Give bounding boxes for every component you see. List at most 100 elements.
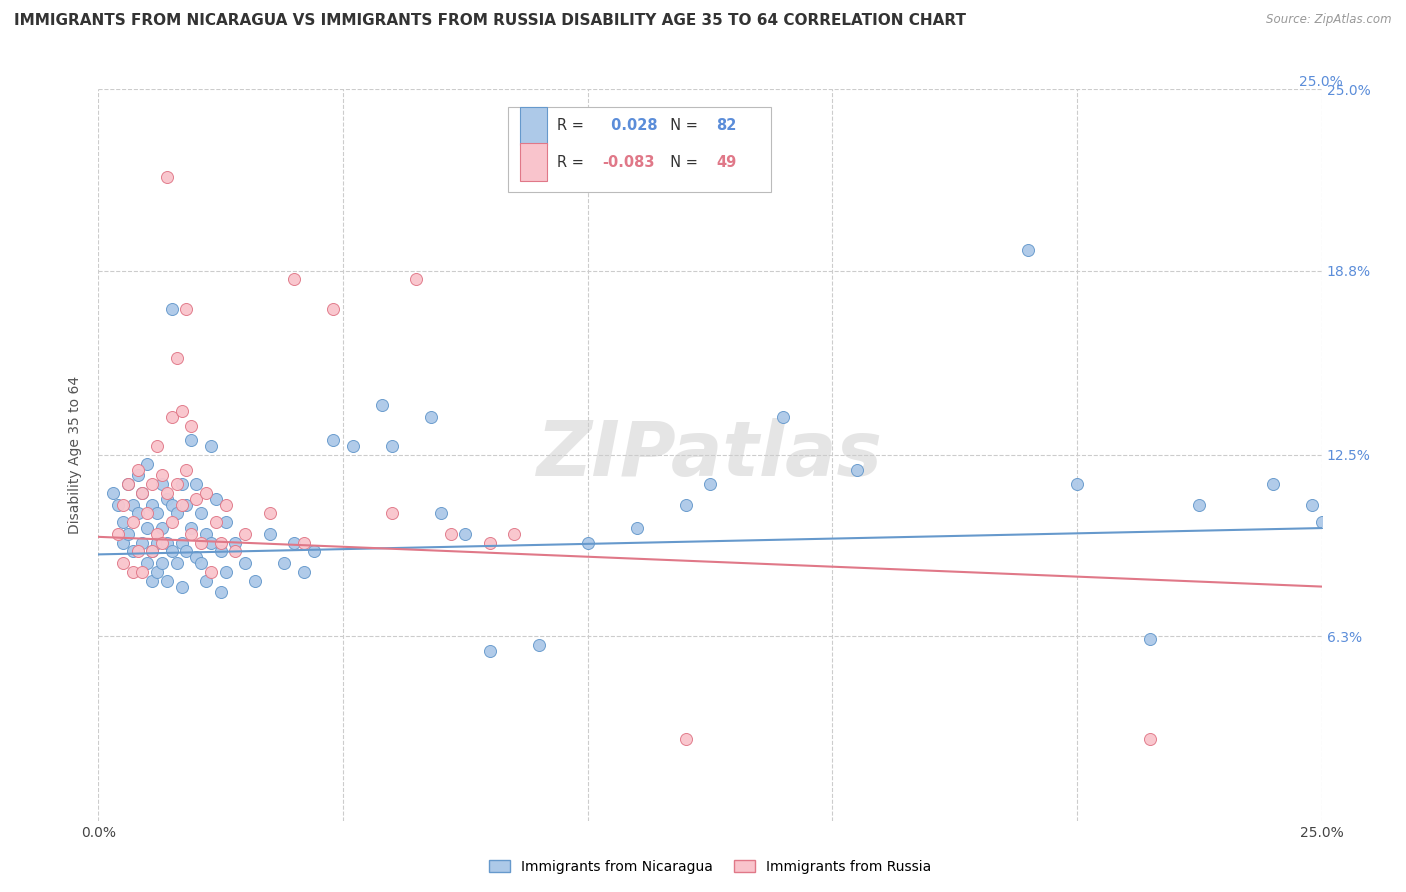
Point xyxy=(170,477,193,491)
Point xyxy=(214,515,236,529)
Point xyxy=(107,527,129,541)
Point xyxy=(150,535,173,549)
Point xyxy=(111,515,134,529)
Point xyxy=(675,498,697,512)
Point xyxy=(166,351,188,366)
Point xyxy=(224,544,246,558)
Point xyxy=(146,535,169,549)
Point xyxy=(440,527,463,541)
Point xyxy=(381,439,404,453)
Point xyxy=(160,409,183,424)
Point xyxy=(136,457,159,471)
Point xyxy=(322,301,344,316)
Point xyxy=(273,556,295,570)
Point xyxy=(141,544,163,558)
Point xyxy=(205,515,228,529)
Point xyxy=(121,565,143,579)
Point xyxy=(150,468,173,483)
Text: 82: 82 xyxy=(716,119,737,133)
Point xyxy=(259,527,281,541)
Point xyxy=(180,527,202,541)
Point xyxy=(209,535,232,549)
Point xyxy=(195,486,218,500)
Point xyxy=(176,301,198,316)
FancyBboxPatch shape xyxy=(508,108,772,192)
Point xyxy=(190,535,212,549)
Text: 49: 49 xyxy=(716,155,737,169)
Point xyxy=(1139,632,1161,647)
Point xyxy=(214,498,236,512)
Point xyxy=(117,527,139,541)
Point xyxy=(127,462,149,476)
Point xyxy=(190,556,212,570)
Point xyxy=(381,507,404,521)
Point xyxy=(478,644,501,658)
Point xyxy=(478,535,501,549)
Point xyxy=(283,272,305,286)
Text: R =: R = xyxy=(557,155,589,169)
Point xyxy=(1310,515,1333,529)
Point xyxy=(1066,477,1088,491)
Point xyxy=(170,404,193,418)
Point xyxy=(259,507,281,521)
Point xyxy=(292,535,315,549)
Point xyxy=(121,498,143,512)
Point xyxy=(136,556,159,570)
Point xyxy=(176,498,198,512)
Point xyxy=(156,486,179,500)
Legend: Immigrants from Nicaragua, Immigrants from Russia: Immigrants from Nicaragua, Immigrants fr… xyxy=(484,855,936,880)
Point xyxy=(131,486,153,500)
Point xyxy=(214,565,236,579)
Y-axis label: Disability Age 35 to 64: Disability Age 35 to 64 xyxy=(69,376,83,534)
Point xyxy=(772,409,794,424)
Point xyxy=(180,418,202,433)
Point xyxy=(576,535,599,549)
Point xyxy=(131,565,153,579)
Text: ZIPatlas: ZIPatlas xyxy=(537,418,883,491)
Point xyxy=(117,477,139,491)
Point xyxy=(141,544,163,558)
Point xyxy=(156,491,179,506)
Point xyxy=(200,535,222,549)
Point xyxy=(166,477,188,491)
Text: 25.0%: 25.0% xyxy=(1299,75,1343,89)
Point xyxy=(195,527,218,541)
Point xyxy=(845,462,868,476)
Point xyxy=(302,544,325,558)
Point xyxy=(150,556,173,570)
Point xyxy=(170,535,193,549)
Point xyxy=(160,515,183,529)
Point xyxy=(233,556,256,570)
Point xyxy=(127,507,149,521)
FancyBboxPatch shape xyxy=(520,107,547,145)
Point xyxy=(342,439,364,453)
Point xyxy=(205,491,228,506)
Point xyxy=(420,409,443,424)
Point xyxy=(454,527,477,541)
Point xyxy=(527,638,550,652)
Point xyxy=(121,544,143,558)
Point xyxy=(111,556,134,570)
Point xyxy=(111,535,134,549)
Point xyxy=(101,486,124,500)
Point xyxy=(107,498,129,512)
Point xyxy=(243,574,266,588)
Text: -0.083: -0.083 xyxy=(602,155,655,169)
Point xyxy=(1261,477,1284,491)
Point xyxy=(111,498,134,512)
Point xyxy=(209,544,232,558)
Point xyxy=(146,439,169,453)
Point xyxy=(233,527,256,541)
Text: IMMIGRANTS FROM NICARAGUA VS IMMIGRANTS FROM RUSSIA DISABILITY AGE 35 TO 64 CORR: IMMIGRANTS FROM NICARAGUA VS IMMIGRANTS … xyxy=(14,13,966,29)
Point xyxy=(176,462,198,476)
Point xyxy=(160,498,183,512)
Point xyxy=(166,556,188,570)
Point xyxy=(121,515,143,529)
Point xyxy=(166,507,188,521)
Point xyxy=(131,486,153,500)
Point xyxy=(127,468,149,483)
Point xyxy=(186,550,208,565)
Text: 0.028: 0.028 xyxy=(606,119,658,133)
Point xyxy=(322,434,344,448)
Point xyxy=(1301,498,1323,512)
